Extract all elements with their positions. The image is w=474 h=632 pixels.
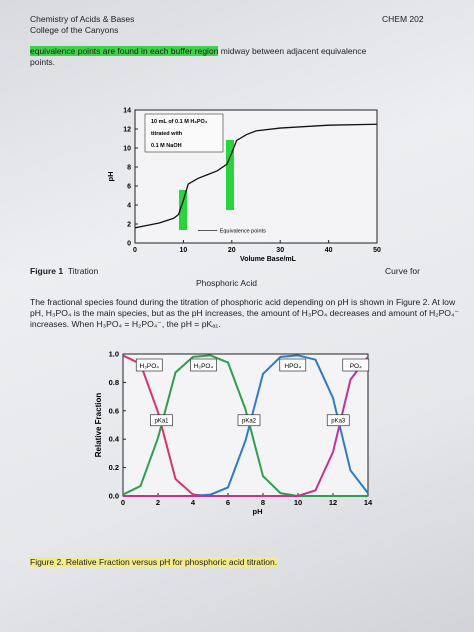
- y-tick-label: 0.2: [109, 463, 119, 472]
- y-axis-label: Relative Fraction: [94, 393, 103, 458]
- x-tick-label: 14: [364, 498, 373, 507]
- pka-label: pKa2: [242, 419, 257, 425]
- series-line: [123, 356, 369, 497]
- y-tick-label: 0.6: [109, 406, 119, 415]
- species-label: H₃PO₄: [140, 363, 160, 370]
- x-tick-label: 2: [156, 498, 160, 507]
- x-tick-label: 0: [133, 247, 137, 254]
- y-tick-label: 14: [123, 108, 131, 115]
- x-tick-label: 30: [276, 247, 284, 254]
- fraction-chart: 0 2 4 6 8 10 12 14 0.0 0.2 0.4 0.6 0.8 1.0 pH Relative …: [94, 350, 373, 517]
- college: College of the Canyons: [30, 25, 119, 35]
- intro-end: points.: [30, 57, 56, 67]
- species-box: [135, 358, 163, 372]
- fig1-caption-left: Titration: [67, 266, 99, 276]
- annotation-box: [144, 113, 224, 153]
- species-label: PO₄: [350, 363, 362, 370]
- intro: equivalence points are found in each buf…: [30, 46, 460, 68]
- pka-label: pKa3: [331, 419, 346, 425]
- highlight-bar: [226, 140, 234, 210]
- y-tick-label: 4: [127, 203, 131, 210]
- x-tick-label: 10: [294, 498, 302, 507]
- highlight-bar: [179, 190, 187, 230]
- y-tick-label: 0.4: [109, 435, 120, 444]
- species-label: HPO₄: [284, 363, 301, 370]
- series-line: [134, 123, 378, 229]
- pka-box: [326, 414, 350, 427]
- fig1-caption-right: Curve for: [385, 266, 420, 276]
- y-tick-label: 12: [123, 127, 131, 134]
- y-tick-label: 0.8: [109, 378, 119, 387]
- x-axis-label: pH: [253, 507, 263, 516]
- x-tick-label: 4: [191, 498, 196, 507]
- fig2-caption-text: Figure 2. Relative Fraction versus pH fo…: [30, 557, 278, 567]
- fig1-label: Figure 1: [30, 266, 64, 276]
- x-axis-label: Volume Base/mL: [240, 256, 297, 263]
- y-tick-label: 6: [127, 184, 131, 191]
- y-tick-label: 1.0: [109, 350, 119, 359]
- annotation-line: 0.1 M NaOH: [151, 143, 182, 149]
- x-tick-label: 12: [329, 498, 337, 507]
- intro-text: midway between adjacent equivalence: [218, 46, 367, 56]
- legend-note: Equivalence points: [220, 229, 266, 235]
- x-tick-label: 40: [325, 247, 333, 254]
- x-tick-label: 10: [180, 247, 188, 254]
- titration-chart: 0 10 20 30 40 50 0 2 4 6 8 10 12 14 Volume Base/mL pH 10…: [106, 108, 381, 264]
- x-tick-label: 50: [373, 247, 381, 254]
- species-box: [342, 358, 370, 372]
- y-tick-label: 2: [127, 222, 131, 229]
- y-tick-label: 8: [127, 165, 131, 172]
- annotation-line: titrated with: [151, 131, 183, 137]
- course: Chemistry of Acids & Bases: [30, 14, 135, 24]
- y-tick-label: 10: [123, 146, 131, 153]
- species-box: [279, 358, 307, 372]
- x-tick-label: 20: [228, 247, 236, 254]
- x-tick-label: 0: [121, 498, 125, 507]
- fig2-caption: Figure 2. Relative Fraction versus pH fo…: [30, 557, 278, 568]
- y-axis-label: pH: [106, 172, 115, 182]
- species-box: [190, 358, 217, 372]
- fig1-caption: Figure 1 Titration: [30, 266, 98, 277]
- y-tick-label: 0: [127, 241, 131, 248]
- species-label: H₂PO₄: [194, 363, 214, 370]
- annotation-line: 10 mL of 0.1 M H₃PO₄: [151, 119, 208, 125]
- fig1-caption-line2: Phosphoric Acid: [196, 278, 257, 288]
- x-tick-label: 8: [261, 498, 265, 507]
- pka-label: pKa1: [154, 419, 169, 425]
- highlight-text: equivalence points are found in each buf…: [30, 46, 219, 56]
- x-tick-label: 6: [226, 498, 230, 507]
- header-right: CHEM 202: [382, 14, 424, 24]
- paragraph: The fractional species found during the …: [30, 297, 460, 329]
- y-tick-label: 0.0: [109, 492, 119, 501]
- pka-box: [150, 414, 173, 427]
- pka-box: [237, 414, 261, 427]
- header-left: Chemistry of Acids & Bases College of th…: [30, 14, 134, 36]
